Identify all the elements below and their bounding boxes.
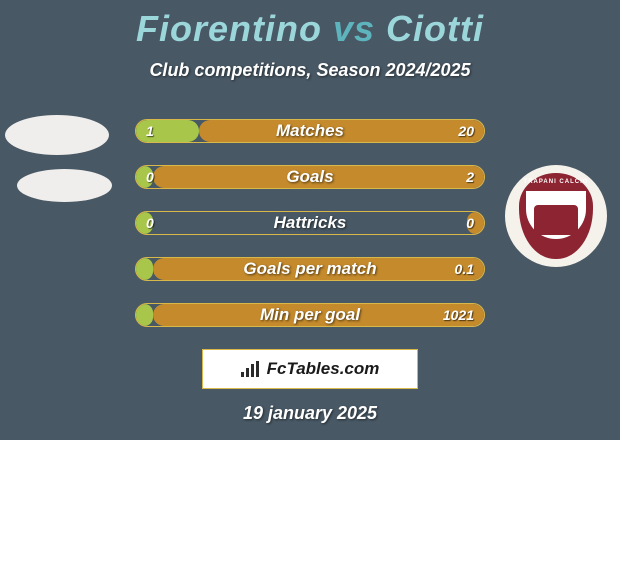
right-team-badge: TRAPANI CALCIO	[505, 165, 615, 275]
stat-label: Min per goal	[136, 305, 484, 325]
comparison-card: Fiorentino vs Ciotti Club competitions, …	[0, 0, 620, 440]
stat-row: 00Hattricks	[135, 211, 485, 235]
title-right: Ciotti	[386, 8, 484, 49]
brand-box: FcTables.com	[202, 349, 418, 389]
stat-rows: 120Matches 02Goals 00Hattricks 0.1Goals per…	[135, 119, 485, 327]
page-title: Fiorentino vs Ciotti	[0, 8, 620, 50]
title-left: Fiorentino	[136, 8, 322, 49]
stat-row: 0.1Goals per match	[135, 257, 485, 281]
stat-row: 1021Min per goal	[135, 303, 485, 327]
stat-label: Goals per match	[136, 259, 484, 279]
stat-label: Matches	[136, 121, 484, 141]
subtitle: Club competitions, Season 2024/2025	[0, 60, 620, 81]
brand-text: FcTables.com	[267, 359, 380, 379]
stat-label: Goals	[136, 167, 484, 187]
placeholder-ellipse-2	[17, 169, 112, 202]
title-vs: vs	[333, 8, 375, 49]
stat-label: Hattricks	[136, 213, 484, 233]
left-team-badge	[5, 115, 115, 225]
stat-row: 02Goals	[135, 165, 485, 189]
placeholder-ellipse-1	[5, 115, 109, 155]
stat-row: 120Matches	[135, 119, 485, 143]
bar-chart-icon	[241, 361, 261, 377]
trapani-crest: TRAPANI CALCIO	[505, 165, 607, 267]
date-text: 19 january 2025	[0, 403, 620, 424]
crest-text: TRAPANI CALCIO	[524, 179, 589, 185]
